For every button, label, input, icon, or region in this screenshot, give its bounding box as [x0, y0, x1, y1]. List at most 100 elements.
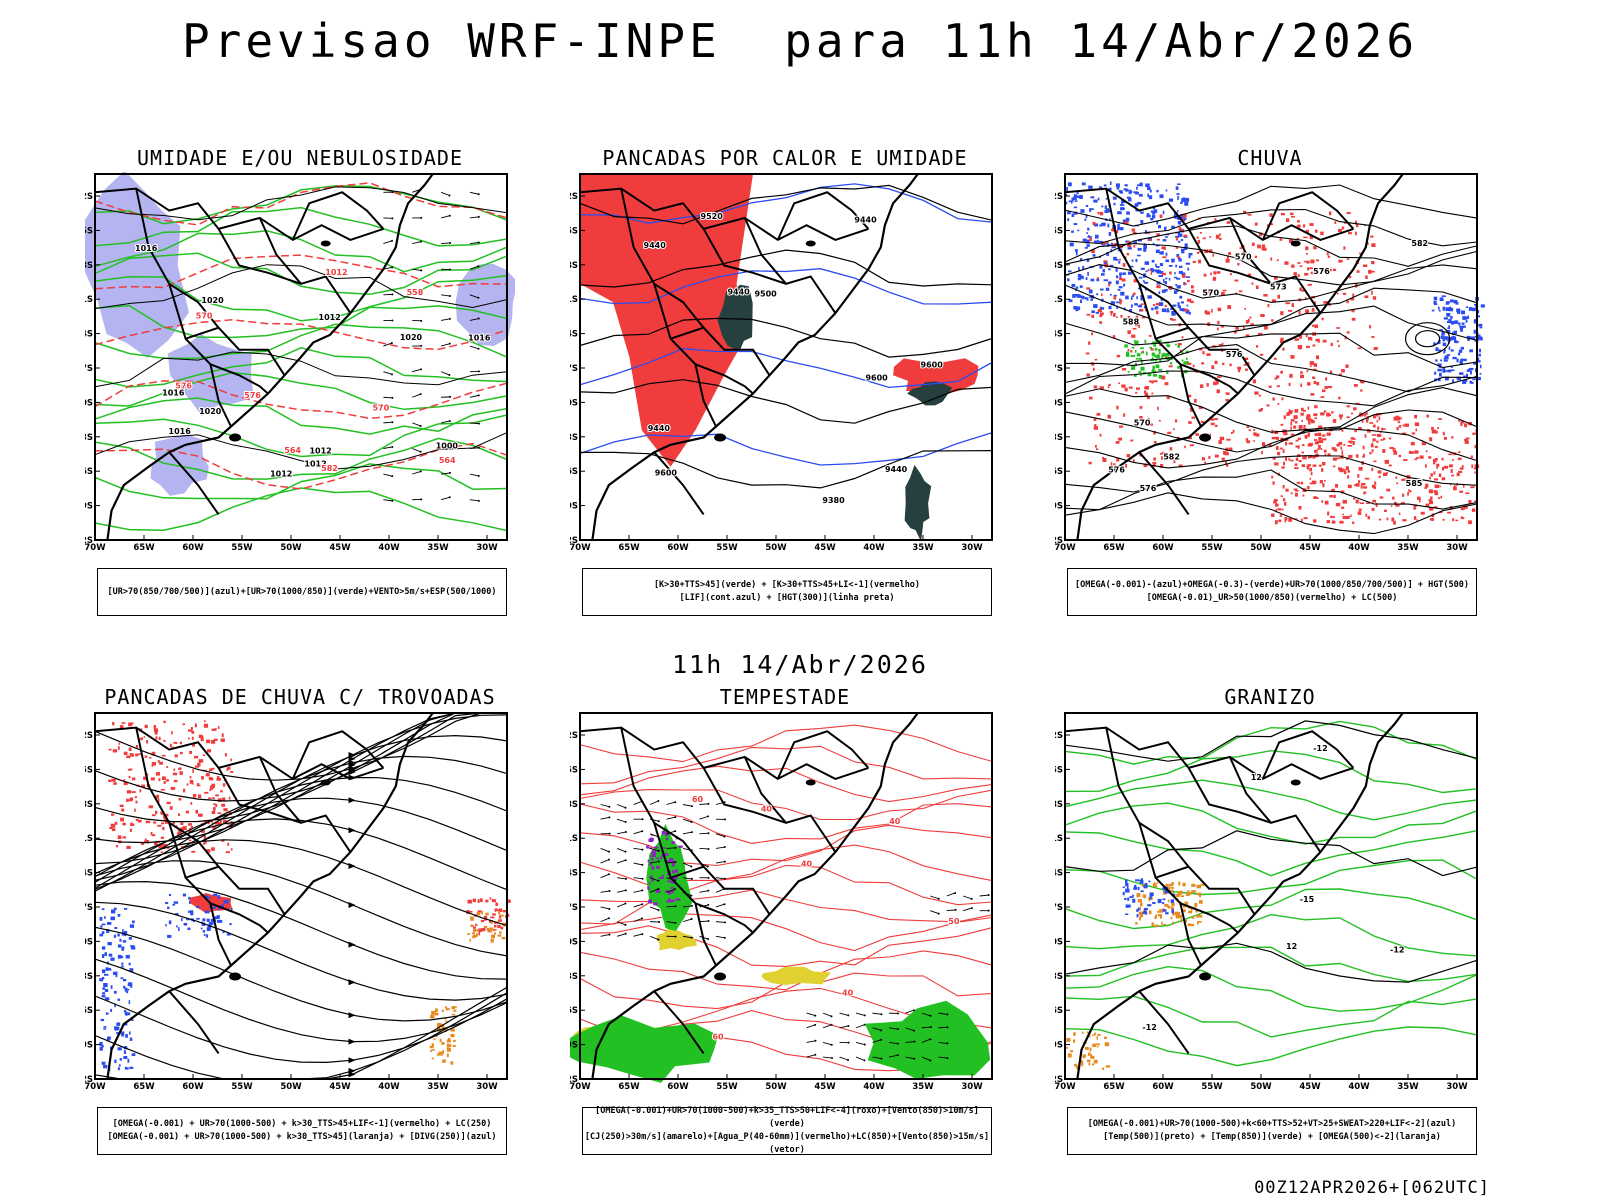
temp850-contour: [1064, 965, 1478, 1012]
storm-area-red: [500, 926, 504, 930]
omega500-area-orange: [1171, 906, 1175, 911]
wind-vector-head: [641, 889, 644, 892]
storm-area-red: [111, 813, 115, 816]
omega-area-red: [1378, 518, 1382, 521]
storm-area-red: [190, 825, 193, 828]
omega-area-red: [1222, 362, 1225, 366]
wind-vector: [921, 1056, 931, 1061]
map-umidade[interactable]: 12S15S18S21S24S27S30S33S36S39S42S70W65W6…: [85, 172, 515, 552]
map-chuva[interactable]: 12S15S18S21S24S27S30S33S36S39S42S70W65W6…: [1055, 172, 1485, 552]
contour-label: 1020: [201, 296, 224, 305]
hgt500-contour: [1064, 427, 1478, 469]
map-tempestade[interactable]: 12S15S18S21S24S27S30S33S36S39S42S70W65W6…: [570, 711, 1000, 1091]
omega-area-red: [1366, 502, 1370, 504]
storm-area-red: [173, 768, 176, 771]
omega-area-green: [1169, 362, 1173, 365]
country-border: [579, 726, 869, 781]
divergence-area-blue: [213, 893, 218, 897]
hail-area-blue: [1129, 896, 1134, 898]
lat-tick-label: 27S: [85, 903, 93, 913]
divergence-area-blue: [106, 967, 112, 971]
storm-area-red: [151, 834, 156, 837]
omega-area-red: [1181, 229, 1184, 233]
omega-area-red: [1341, 369, 1345, 373]
lon-tick-label: 65W: [618, 543, 640, 552]
wind-vector-head: [674, 921, 677, 924]
omega-area-red: [1187, 279, 1190, 283]
omega500-area-orange: [1154, 924, 1159, 928]
lon-tick-label: 70W: [570, 1082, 591, 1091]
omega-area-red: [1108, 383, 1111, 387]
omega-area-red: [1133, 292, 1136, 296]
lat-tick-label: 12S: [1055, 731, 1063, 741]
omega-area-red: [1315, 355, 1319, 360]
map-granizo[interactable]: 12S15S18S21S24S27S30S33S36S39S42S70W65W6…: [1055, 711, 1485, 1091]
omega-area-green: [1154, 353, 1156, 358]
main-title: Previsao WRF-INPE para 11h 14/Abr/2026: [181, 14, 1419, 68]
storm-area-orange: [438, 1051, 443, 1055]
omega-area-red: [1333, 448, 1338, 452]
omega-area-red: [1438, 511, 1443, 514]
lat-tick-label: 27S: [1055, 903, 1063, 913]
map-pancadas-calor[interactable]: 12S15S18S21S24S27S30S33S36S39S42S70W65W6…: [570, 172, 1000, 552]
omega500-area-orange: [1073, 1039, 1076, 1043]
wind-vector: [946, 892, 956, 897]
omega-area-blue: [1158, 291, 1161, 294]
omega-area-red: [1280, 212, 1285, 216]
omega-area-blue: [1138, 276, 1143, 279]
omega-area-blue: [1089, 208, 1092, 212]
wind-vector-head: [929, 1026, 932, 1029]
omega-area-red: [1259, 353, 1264, 356]
precipitable-water-contour: [579, 789, 993, 821]
omega500-area-orange: [1102, 1067, 1105, 1070]
streamline-arrow: [348, 979, 356, 986]
omega-area-green: [1155, 340, 1158, 344]
wind-vector: [383, 371, 393, 375]
storm-area-red: [111, 778, 116, 782]
omega-area-red: [1113, 463, 1116, 467]
wind-vector-head: [913, 1057, 916, 1060]
omega-area-red: [1409, 451, 1415, 454]
omega-area-blue: [1176, 285, 1181, 289]
map-frame: [1064, 712, 1478, 1080]
omega-area-blue: [1074, 211, 1078, 215]
streamline: [94, 880, 508, 980]
storm-area-purple: [669, 857, 674, 862]
omega-area-red: [1238, 290, 1243, 293]
omega-area-red: [1298, 460, 1302, 462]
storm-area-red: [225, 851, 230, 854]
omega-area-blue: [1165, 259, 1170, 263]
divergence-area-blue: [120, 955, 124, 959]
country-border: [695, 902, 754, 934]
wind-vector-head: [607, 917, 610, 920]
wind-vector-head: [448, 214, 451, 217]
omega-area-blue: [1175, 264, 1178, 268]
storm-area-red: [157, 824, 162, 827]
divergence-area-blue: [106, 1039, 110, 1042]
storm-area-orange: [450, 1028, 455, 1032]
storm-area-red: [468, 910, 473, 913]
wind850-area-green: [570, 1015, 719, 1083]
omega-area-red: [1226, 221, 1231, 224]
omega-area-blue: [1477, 309, 1480, 314]
omega-area-red: [1362, 486, 1368, 489]
lon-tick-label: 45W: [1299, 1082, 1321, 1091]
omega-area-blue: [1065, 201, 1068, 205]
omega500-area-orange: [1200, 883, 1205, 886]
streamline: [94, 901, 508, 1001]
omega-area-red: [1299, 287, 1302, 292]
lon-tick-label: 40W: [863, 543, 885, 552]
map-trovoadas[interactable]: 12S15S18S21S24S27S30S33S36S39S42S70W65W6…: [85, 711, 515, 1091]
omega500-area-orange: [1090, 1055, 1093, 1059]
omega-area-red: [1310, 420, 1315, 424]
low-pressure-center: [1404, 322, 1451, 356]
omega-area-red: [1441, 477, 1446, 481]
omega-area-red: [1147, 239, 1152, 241]
lat-tick-label: 15S: [570, 226, 578, 236]
omega-area-red: [1425, 483, 1429, 488]
omega-area-red: [1343, 469, 1346, 471]
storm-area-red: [179, 741, 182, 745]
omega-area-red: [1255, 285, 1259, 290]
wind-vector: [633, 862, 643, 866]
wind-vector-head: [420, 498, 423, 501]
